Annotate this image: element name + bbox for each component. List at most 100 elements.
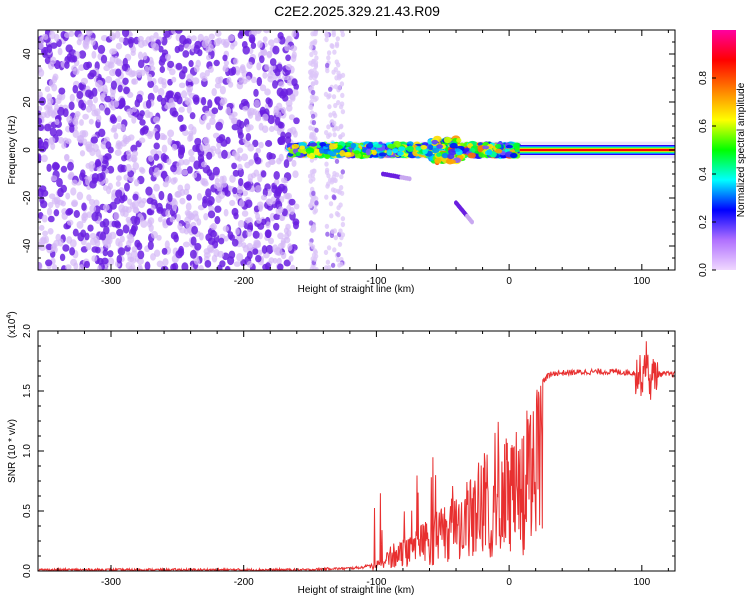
noise-speckle [131,78,137,85]
noise-speckle [217,191,226,199]
noise-speckle [229,42,235,50]
noise-speckle [66,219,74,226]
noise-speckle [210,145,217,152]
noise-speckle [285,223,291,231]
noise-speckle [203,212,209,221]
noise-speckle [262,36,268,43]
noise-speckle [186,165,193,174]
noise-speckle [62,108,69,118]
noise-speckle [51,264,58,270]
noise-speckle [246,229,252,237]
noise-speckle [147,92,155,102]
noise-speckle [332,49,337,55]
noise-speckle [82,113,89,120]
noise-speckle [206,244,214,253]
noise-speckle [141,126,149,135]
noise-speckle [42,230,49,237]
noise-speckle [175,62,183,71]
signal-blob [295,151,301,157]
noise-speckle [193,258,201,265]
noise-speckle [161,134,168,141]
noise-speckle [332,195,337,201]
noise-speckle [246,61,253,70]
noise-speckle [260,194,267,201]
noise-speckle [97,44,106,54]
noise-speckle [289,264,296,270]
noise-speckle [131,116,137,124]
noise-speckle [127,198,133,205]
noise-speckle [136,257,144,265]
noise-speckle [242,190,248,197]
noise-speckle [254,115,262,122]
noise-speckle [227,34,235,42]
noise-speckle [309,99,314,105]
noise-speckle [203,252,211,259]
noise-speckle [186,73,194,83]
noise-speckle [253,239,261,246]
noise-speckle [285,63,293,71]
noise-speckle [47,215,55,223]
noise-speckle [308,104,313,110]
noise-speckle [236,81,244,90]
noise-speckle [147,111,154,119]
noise-speckle [39,111,47,119]
noise-speckle [121,154,127,162]
snr-exponent-label: (x104) [6,311,18,338]
noise-speckle [313,136,318,142]
noise-speckle [40,236,47,245]
noise-speckle [78,50,87,59]
noise-speckle [96,79,103,88]
noise-speckle [276,157,282,165]
noise-speckle [274,68,281,77]
noise-speckle [192,144,200,152]
noise-speckle [185,202,192,211]
noise-speckle [325,62,330,68]
noise-speckle [189,249,197,259]
noise-speckle [115,189,123,198]
noise-speckle [252,230,260,239]
noise-speckle [274,178,280,186]
noise-speckle [122,224,130,234]
noise-speckle [153,142,160,150]
noise-speckle [236,253,244,262]
noise-speckle [292,221,300,230]
noise-speckle [91,255,98,262]
noise-speckle [118,36,125,43]
noise-speckle [229,174,236,183]
noise-speckle [130,250,138,258]
noise-speckle [283,159,290,169]
noise-speckle [38,66,43,73]
noise-speckle [191,126,197,135]
colorbar: 0.0 0.2 0.4 0.6 0.8 Normalized spectral ampl… [698,30,747,277]
noise-speckle [268,39,275,47]
noise-speckle [187,134,193,142]
noise-speckle [53,196,61,204]
signal-blob [350,142,357,149]
noise-speckle [170,263,177,270]
noise-speckle [89,237,97,246]
noise-speckle [67,173,73,180]
noise-speckle [223,38,230,48]
noise-speckle [99,104,105,112]
noise-speckle [214,30,222,37]
noise-speckle [286,75,293,83]
noise-speckle [340,92,345,98]
signal-blob [343,151,352,156]
noise-speckle [223,60,230,66]
noise-speckle [104,95,112,103]
noise-speckle [330,43,335,50]
noise-speckle [336,205,341,211]
noise-speckle [78,264,85,270]
noise-speckle [162,181,169,188]
noise-speckle [121,30,130,38]
noise-speckle [215,76,222,85]
signal-blob [431,147,440,154]
noise-speckle [175,250,183,259]
noise-speckle [336,100,341,106]
noise-speckle [146,197,154,205]
noise-speckle [281,106,287,114]
x-tick-label: -100 [366,276,386,287]
noise-speckle [89,180,97,189]
noise-speckle [57,47,63,56]
noise-speckle [333,84,338,90]
